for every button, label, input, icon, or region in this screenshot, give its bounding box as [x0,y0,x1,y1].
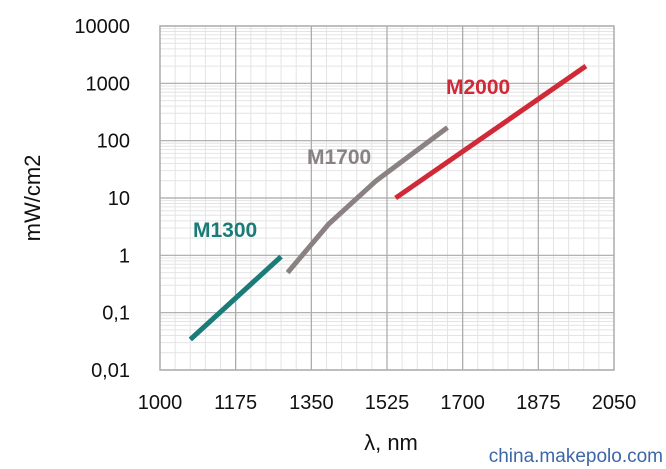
series-line-m1300 [188,254,283,342]
y-tick-label: 1000 [86,73,131,95]
y-tick-label: 100 [97,131,130,153]
x-tick-label: 1000 [138,392,183,414]
x-tick-labels: 1000 1175 1350 1525 1700 1875 2050 [138,392,637,414]
series-label-m1300: M1300 [193,219,257,242]
watermark-text: china.makepolo.com [489,446,663,467]
x-tick-label: 1700 [440,392,485,414]
y-axis-title: mW/cm2 [20,155,45,242]
series-label-m1700: M1700 [307,146,371,169]
y-tick-labels: 0,01 0,1 1 10 100 1000 10000 [74,16,130,382]
y-tick-label: 1 [119,245,130,267]
y-tick-label: 0,1 [102,303,130,325]
y-tick-label: 10000 [74,16,130,38]
x-axis-title: λ, nm [364,430,418,455]
x-tick-label: 1350 [289,392,334,414]
x-tick-label: 1525 [365,392,410,414]
x-tick-label: 2050 [592,392,637,414]
series-layer [188,64,588,342]
series-line-m1700 [285,125,449,275]
plot-frame [159,25,615,371]
series-label-m2000: M2000 [446,76,510,99]
x-tick-label: 1875 [516,392,561,414]
series-labels: M1300 M1700 M2000 [193,76,510,242]
y-tick-label: 10 [108,188,130,210]
series-line-m2000 [394,64,588,201]
x-tick-label: 1175 [214,392,257,414]
y-tick-label: 0,01 [91,360,130,382]
